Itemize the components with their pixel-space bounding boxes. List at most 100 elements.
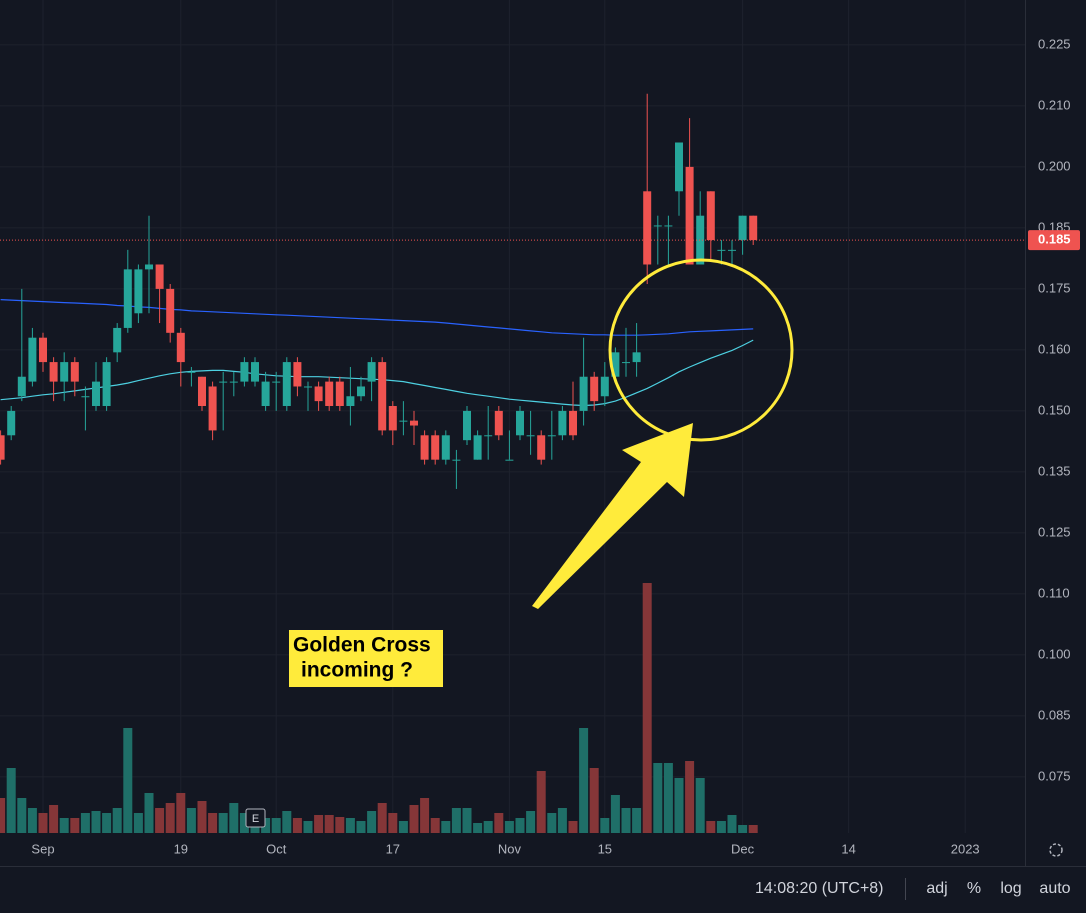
- earnings-box: [245, 808, 266, 828]
- volume-bar: [282, 811, 292, 833]
- candle-body: [452, 459, 461, 461]
- volume-bar: [579, 728, 589, 833]
- y-tick-label: 0.110: [1038, 585, 1070, 600]
- volume-bar: [239, 813, 249, 833]
- volume-bar: [345, 818, 355, 833]
- candle-body: [17, 376, 26, 397]
- candle-body: [60, 362, 69, 382]
- volume-bar: [536, 771, 546, 833]
- volume-bar: [155, 808, 165, 833]
- volume-bar: [377, 803, 387, 833]
- volume-bar: [716, 821, 726, 833]
- y-tick-label: 0.200: [1038, 158, 1071, 173]
- candle-body: [28, 337, 37, 382]
- candle-body: [569, 410, 577, 436]
- annotation-line: Golden Cross: [293, 634, 431, 657]
- candle-body: [0, 435, 5, 460]
- candle-body: [346, 396, 355, 407]
- footer-button[interactable]: adj: [926, 880, 947, 897]
- volume-bar: [483, 821, 493, 833]
- volume-bar: [112, 808, 122, 833]
- candle-body: [706, 191, 715, 241]
- candle-body: [92, 381, 100, 407]
- candle-body: [314, 386, 323, 402]
- candle-body: [473, 435, 482, 460]
- candle-body: [494, 410, 503, 436]
- candle-body: [134, 269, 143, 314]
- candle-body: [410, 420, 418, 426]
- volume-bar: [6, 768, 16, 833]
- y-tick-label: 0.075: [1038, 768, 1071, 783]
- y-tick-label: 0.150: [1038, 402, 1071, 417]
- candle-body: [251, 362, 259, 382]
- volume-bar: [102, 813, 112, 833]
- candle-body: [728, 249, 736, 251]
- candle-body: [526, 435, 535, 437]
- clock: 14:08:20 (UTC+8): [755, 880, 884, 897]
- volume-bar: [632, 808, 642, 833]
- candle-body: [611, 352, 620, 377]
- candle-body: [632, 352, 641, 363]
- x-tick-label: 19: [174, 841, 188, 856]
- candle-body: [537, 435, 546, 460]
- y-tick-label: 0.160: [1038, 341, 1071, 356]
- x-tick-label: 17: [386, 841, 400, 856]
- candle-body: [166, 288, 175, 333]
- volume-bar: [123, 728, 133, 833]
- candle-body: [441, 435, 450, 460]
- volume-bar: [621, 808, 631, 833]
- volume-bar: [229, 803, 239, 833]
- volume-bar: [27, 808, 37, 833]
- candle-body: [335, 381, 344, 407]
- candle-body: [272, 381, 281, 383]
- candle-body: [590, 376, 599, 402]
- x-tick-label: Sep: [31, 841, 54, 856]
- volume-bar: [17, 798, 27, 833]
- settings-icon[interactable]: [1049, 843, 1063, 857]
- volume-bar: [557, 808, 567, 833]
- volume-bar: [547, 813, 557, 833]
- moving-average: [0, 339, 754, 407]
- candle-body: [664, 225, 673, 227]
- candle-body: [505, 459, 514, 461]
- volume-bar: [504, 821, 514, 833]
- footer-button[interactable]: auto: [1039, 880, 1070, 897]
- candle-body: [176, 332, 185, 363]
- x-tick-label: Oct: [266, 841, 287, 856]
- annotation-line: incoming ?: [301, 659, 413, 682]
- volume-bar: [218, 813, 228, 833]
- candle-body: [643, 191, 652, 265]
- candle-body: [378, 362, 387, 431]
- candle-body: [187, 371, 196, 373]
- candle-body: [717, 249, 726, 251]
- volume-bar: [674, 778, 684, 833]
- candle-body: [219, 381, 228, 383]
- candle-body: [81, 396, 90, 398]
- candle-body: [547, 435, 556, 437]
- volume-bar: [441, 821, 451, 833]
- candle-body: [399, 420, 408, 422]
- volume-bar: [494, 813, 504, 833]
- candle-body: [198, 376, 206, 407]
- candle-body: [145, 264, 153, 270]
- volume-bar: [186, 808, 196, 833]
- candle-body: [293, 362, 302, 387]
- footer-button[interactable]: %: [967, 880, 981, 897]
- volume-bar: [335, 817, 345, 833]
- volume-bar: [38, 813, 48, 833]
- volume-bar: [324, 815, 334, 833]
- x-tick-label: 15: [598, 841, 612, 856]
- candle-body: [208, 386, 217, 431]
- volume-bar: [685, 761, 695, 833]
- volume-bar: [356, 821, 366, 833]
- y-tick-label: 0.225: [1038, 36, 1071, 51]
- volume-bar: [515, 818, 525, 833]
- footer-button[interactable]: log: [1000, 880, 1021, 897]
- x-tick-label: 14: [841, 841, 855, 856]
- volume-bar: [165, 803, 175, 833]
- volume-bar: [409, 805, 419, 833]
- volume-bar: [568, 821, 578, 833]
- volume-bar: [430, 818, 440, 833]
